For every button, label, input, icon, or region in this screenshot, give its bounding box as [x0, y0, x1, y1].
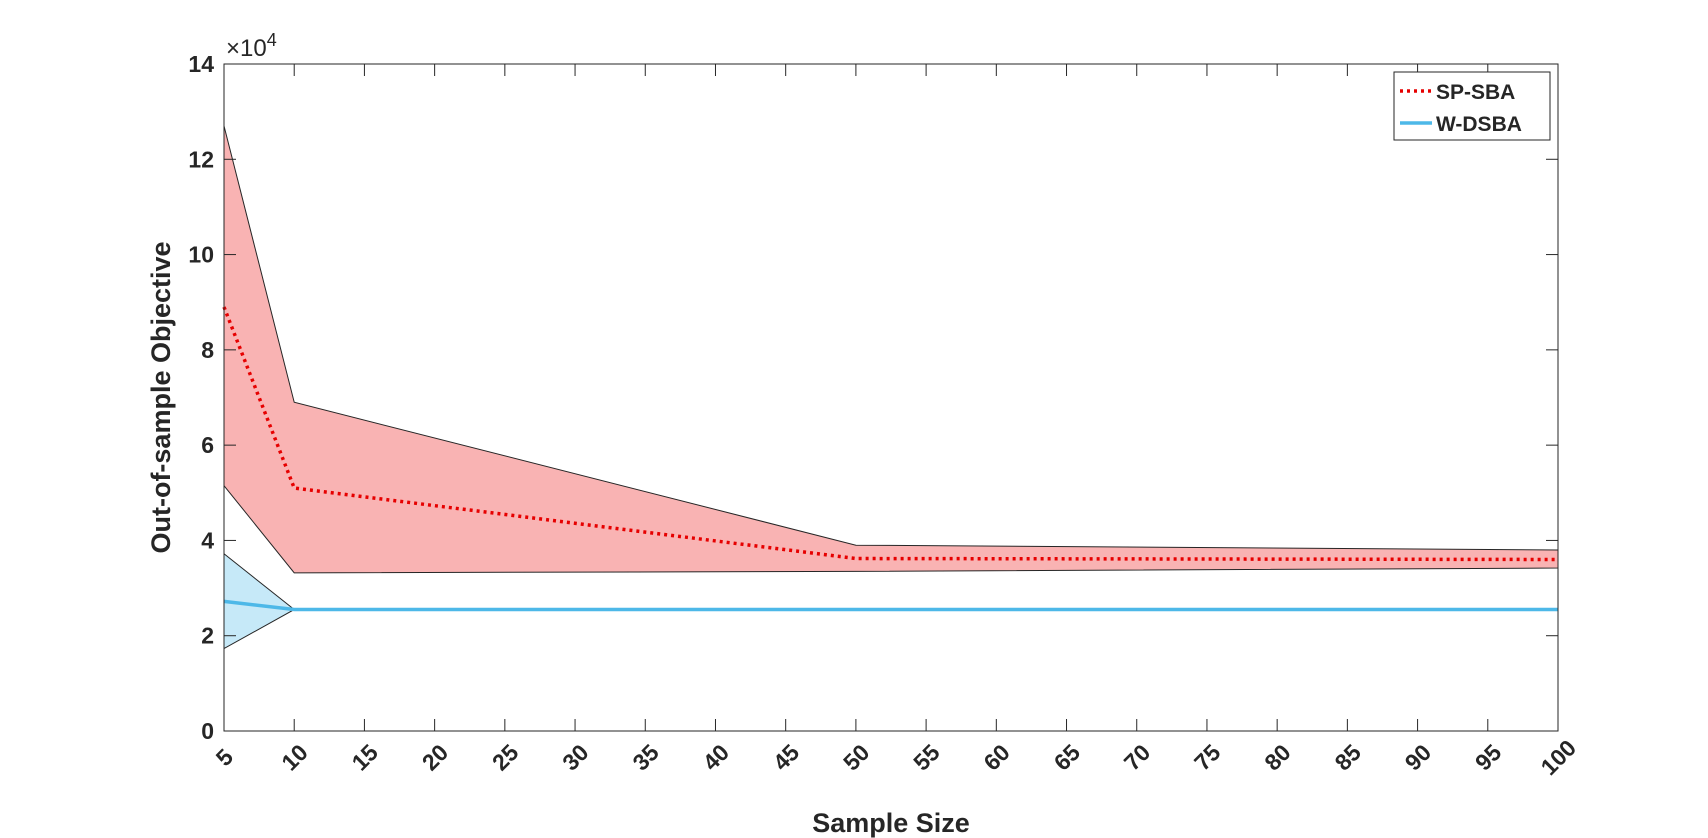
- x-tick-label: 45: [768, 739, 805, 776]
- x-tick-label: 30: [557, 739, 593, 775]
- x-tick-label: 90: [1400, 739, 1436, 775]
- x-tick-label: 55: [908, 739, 945, 776]
- line-sp-sba: [222, 306, 1559, 562]
- y-exponent-base: ×10: [226, 35, 267, 62]
- legend-label-sp-sba: SP-SBA: [1436, 81, 1515, 104]
- y-tick-label: 0: [201, 718, 214, 744]
- y-tick-label: 4: [201, 527, 214, 553]
- y-axis-exponent-label: ×104: [226, 30, 277, 62]
- x-tick-label: 25: [487, 739, 524, 776]
- y-tick-label: 10: [188, 242, 214, 268]
- plot-area-border: [223, 63, 1559, 732]
- x-tick-label: 60: [978, 739, 1014, 775]
- y-tick-label: 8: [201, 337, 214, 363]
- y-tick-label: 14: [188, 51, 214, 77]
- y-axis-label: Out-of-sample Objective: [146, 241, 176, 553]
- y-axis: 0 2 4 6 8 10 12 14: [188, 51, 1558, 744]
- x-tick-label: 95: [1470, 739, 1507, 776]
- x-tick-label: 75: [1189, 739, 1226, 776]
- line-w-dsba: [223, 599, 1558, 612]
- x-tick-label: 20: [417, 739, 453, 775]
- x-tick-label: 10: [276, 739, 312, 775]
- x-tick-label: 65: [1049, 739, 1086, 776]
- legend: SP-SBA W-DSBA: [1393, 71, 1551, 141]
- band-sp-sba: [223, 125, 1559, 574]
- x-tick-label: 50: [838, 739, 874, 775]
- x-axis-label: Sample Size: [812, 808, 970, 838]
- x-tick-label: 85: [1329, 739, 1366, 776]
- x-tick-label: 70: [1119, 739, 1155, 775]
- confidence-bands: [223, 125, 1559, 650]
- legend-box: [1393, 71, 1551, 141]
- series-lines: [222, 306, 1559, 612]
- y-tick-label: 6: [201, 432, 214, 458]
- x-tick-label: 100: [1536, 735, 1582, 781]
- legend-label-w-dsba: W-DSBA: [1436, 113, 1522, 136]
- x-tick-label: 40: [698, 739, 734, 775]
- x-tick-label: 80: [1259, 739, 1295, 775]
- x-tick-label: 5: [211, 743, 239, 771]
- y-exponent-power: 4: [267, 30, 277, 50]
- x-tick-label: 35: [627, 739, 664, 776]
- x-axis: 5 10 15 20 25 30 35 40 45 50 55 60 65 70 75 80 85 90 95 100: [211, 64, 1581, 780]
- x-tick-label: 15: [347, 739, 384, 776]
- y-tick-label: 2: [201, 623, 214, 649]
- y-tick-label: 12: [188, 146, 214, 172]
